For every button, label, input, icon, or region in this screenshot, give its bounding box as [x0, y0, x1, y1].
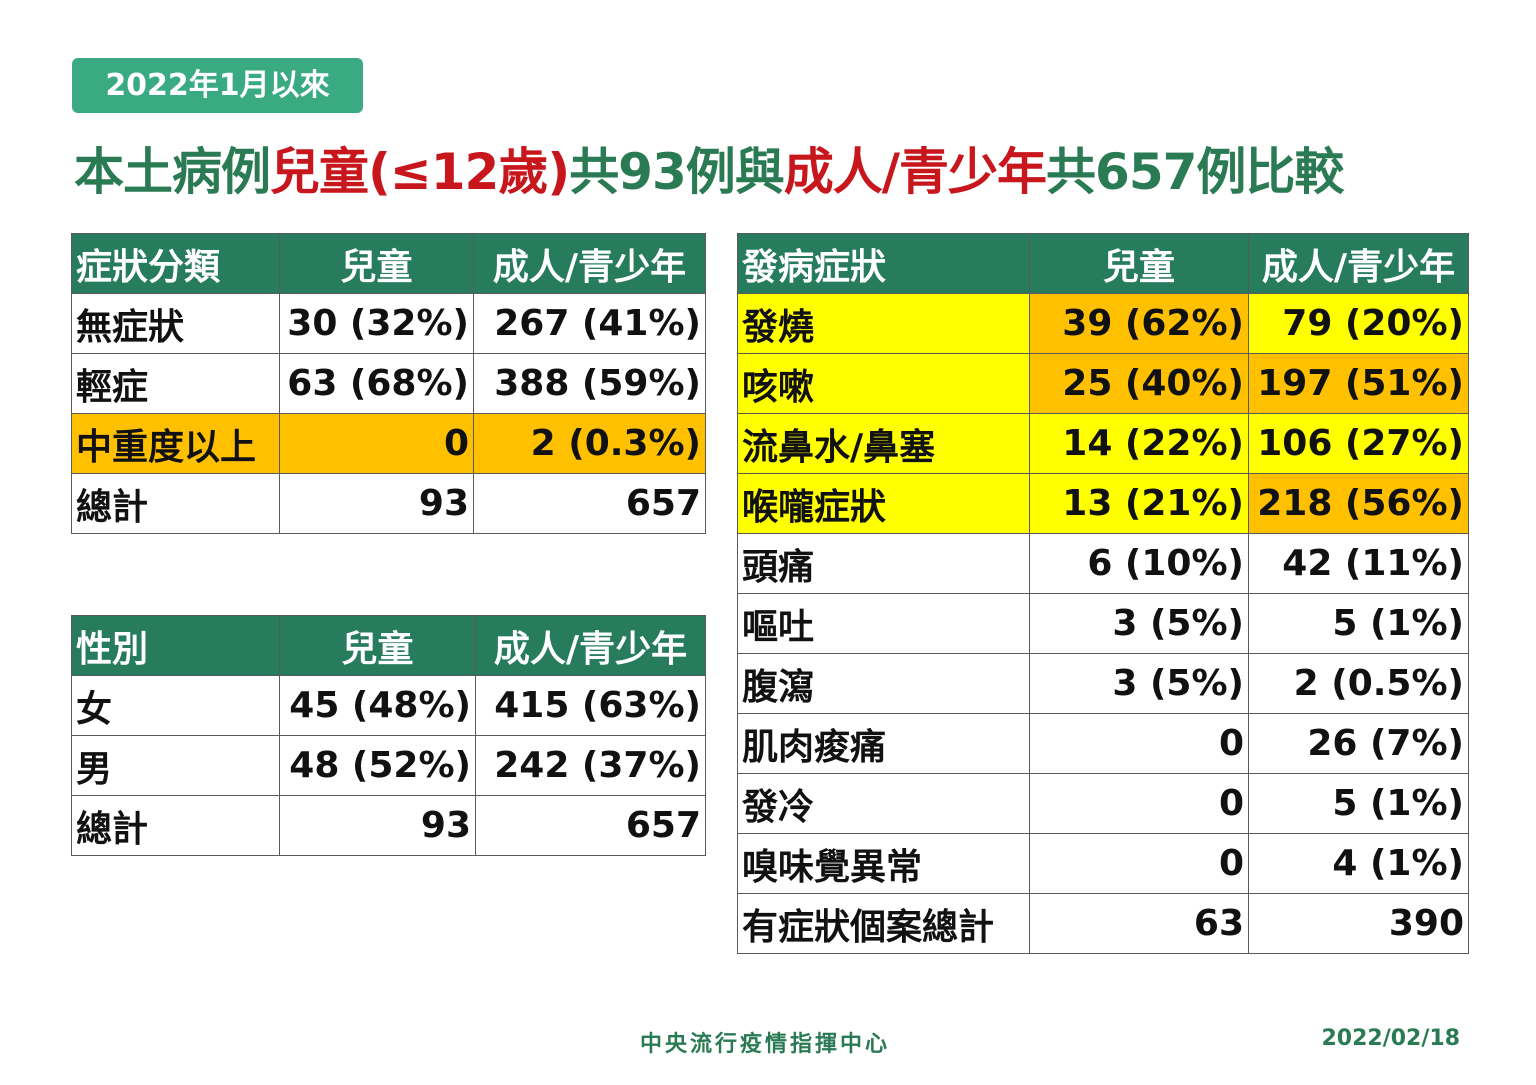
col-header-gender: 性別 — [71, 615, 280, 676]
adults-value: 657 — [473, 473, 706, 534]
table-row: 嘔吐 3 (5%) 5 (1%) — [737, 593, 1469, 654]
row-label: 咳嗽 — [737, 353, 1030, 414]
children-value: 3 (5%) — [1029, 593, 1249, 654]
children-value: 45 (48%) — [279, 675, 476, 736]
symptom-table: 發病症狀 兒童 成人/青少年 發燒 39 (62%) 79 (20%) 咳嗽 2… — [737, 233, 1469, 954]
children-value: 6 (10%) — [1029, 533, 1249, 594]
children-value: 93 — [279, 473, 474, 534]
row-label: 總計 — [71, 473, 280, 534]
children-value: 25 (40%) — [1029, 353, 1249, 414]
title-part-5: 共657例比較 — [1046, 143, 1344, 201]
children-value: 0 — [1029, 713, 1249, 774]
children-value: 63 — [1029, 893, 1249, 954]
adults-value: 242 (37%) — [475, 735, 706, 796]
title-part-3: 共93例與 — [569, 143, 785, 201]
table-row-highlight: 流鼻水/鼻塞 14 (22%) 106 (27%) — [737, 413, 1469, 474]
adults-value: 388 (59%) — [473, 353, 706, 414]
severity-table: 症狀分類 兒童 成人/青少年 無症狀 30 (32%) 267 (41%) 輕症… — [71, 233, 706, 534]
children-value: 0 — [1029, 833, 1249, 894]
adults-value: 42 (11%) — [1248, 533, 1469, 594]
adults-value: 26 (7%) — [1248, 713, 1469, 774]
table-row-highlight: 咳嗽 25 (40%) 197 (51%) — [737, 353, 1469, 414]
col-header-category: 症狀分類 — [71, 233, 280, 294]
footer-organization: 中央流行疫情指揮中心 — [639, 1032, 890, 1057]
row-label: 頭痛 — [737, 533, 1030, 594]
adults-value: 267 (41%) — [473, 293, 706, 354]
children-value: 30 (32%) — [279, 293, 474, 354]
children-value: 0 — [1029, 773, 1249, 834]
table-header-row: 性別 兒童 成人/青少年 — [71, 615, 706, 676]
adults-value: 79 (20%) — [1248, 293, 1469, 354]
table-row-highlight: 發燒 39 (62%) 79 (20%) — [737, 293, 1469, 354]
page-title: 本土病例兒童(≤12歲)共93例與成人/青少年共657例比較 — [74, 136, 1474, 208]
adults-value: 390 — [1248, 893, 1469, 954]
row-label: 女 — [71, 675, 280, 736]
col-header-adults: 成人/青少年 — [1248, 233, 1469, 294]
table-row: 無症狀 30 (32%) 267 (41%) — [71, 293, 706, 354]
table-row: 發冷 0 5 (1%) — [737, 773, 1469, 834]
col-header-symptom: 發病症狀 — [737, 233, 1030, 294]
row-label: 發冷 — [737, 773, 1030, 834]
title-part-4: 成人/青少年 — [783, 143, 1047, 201]
row-label: 發燒 — [737, 293, 1030, 354]
children-value: 48 (52%) — [279, 735, 476, 796]
row-label: 輕症 — [71, 353, 280, 414]
row-label: 男 — [71, 735, 280, 796]
adults-value: 106 (27%) — [1248, 413, 1469, 474]
children-value: 13 (21%) — [1029, 473, 1249, 534]
row-label: 嗅味覺異常 — [737, 833, 1030, 894]
table-row: 男 48 (52%) 242 (37%) — [71, 735, 706, 796]
table-row-total: 有症狀個案總計 63 390 — [737, 893, 1469, 954]
table-row-highlight: 喉嚨症狀 13 (21%) 218 (56%) — [737, 473, 1469, 534]
adults-value: 2 (0.3%) — [473, 413, 706, 474]
col-header-children: 兒童 — [1029, 233, 1249, 294]
row-label: 有症狀個案總計 — [737, 893, 1030, 954]
table-row: 頭痛 6 (10%) 42 (11%) — [737, 533, 1469, 594]
table-row-total: 總計 93 657 — [71, 795, 706, 856]
row-label: 喉嚨症狀 — [737, 473, 1030, 534]
adults-value: 4 (1%) — [1248, 833, 1469, 894]
adults-value: 657 — [475, 795, 706, 856]
gender-table: 性別 兒童 成人/青少年 女 45 (48%) 415 (63%) 男 48 (… — [71, 615, 706, 856]
children-value: 3 (5%) — [1029, 653, 1249, 714]
row-label: 無症狀 — [71, 293, 280, 354]
table-row: 嗅味覺異常 0 4 (1%) — [737, 833, 1469, 894]
adults-value: 415 (63%) — [475, 675, 706, 736]
footer-date: 2022/02/18 — [1321, 1026, 1460, 1051]
row-label: 嘔吐 — [737, 593, 1030, 654]
table-row-highlight: 中重度以上 0 2 (0.3%) — [71, 413, 706, 474]
row-label: 肌肉痠痛 — [737, 713, 1030, 774]
col-header-children: 兒童 — [279, 233, 474, 294]
date-range-badge: 2022年1月以來 — [72, 58, 363, 113]
table-row: 腹瀉 3 (5%) 2 (0.5%) — [737, 653, 1469, 714]
adults-value: 5 (1%) — [1248, 593, 1469, 654]
row-label: 中重度以上 — [71, 413, 280, 474]
children-value: 0 — [279, 413, 474, 474]
table-row-total: 總計 93 657 — [71, 473, 706, 534]
adults-value: 218 (56%) — [1248, 473, 1469, 534]
table-header-row: 症狀分類 兒童 成人/青少年 — [71, 233, 706, 294]
children-value: 63 (68%) — [279, 353, 474, 414]
col-header-adults: 成人/青少年 — [475, 615, 706, 676]
row-label: 流鼻水/鼻塞 — [737, 413, 1030, 474]
children-value: 14 (22%) — [1029, 413, 1249, 474]
table-row: 肌肉痠痛 0 26 (7%) — [737, 713, 1469, 774]
table-header-row: 發病症狀 兒童 成人/青少年 — [737, 233, 1469, 294]
col-header-children: 兒童 — [279, 615, 476, 676]
row-label: 總計 — [71, 795, 280, 856]
table-row: 輕症 63 (68%) 388 (59%) — [71, 353, 706, 414]
title-part-2: 兒童(≤12歲) — [270, 143, 570, 201]
children-value: 93 — [279, 795, 476, 856]
col-header-adults: 成人/青少年 — [473, 233, 706, 294]
table-row: 女 45 (48%) 415 (63%) — [71, 675, 706, 736]
adults-value: 197 (51%) — [1248, 353, 1469, 414]
adults-value: 5 (1%) — [1248, 773, 1469, 834]
row-label: 腹瀉 — [737, 653, 1030, 714]
children-value: 39 (62%) — [1029, 293, 1249, 354]
title-part-1: 本土病例 — [74, 143, 271, 201]
adults-value: 2 (0.5%) — [1248, 653, 1469, 714]
